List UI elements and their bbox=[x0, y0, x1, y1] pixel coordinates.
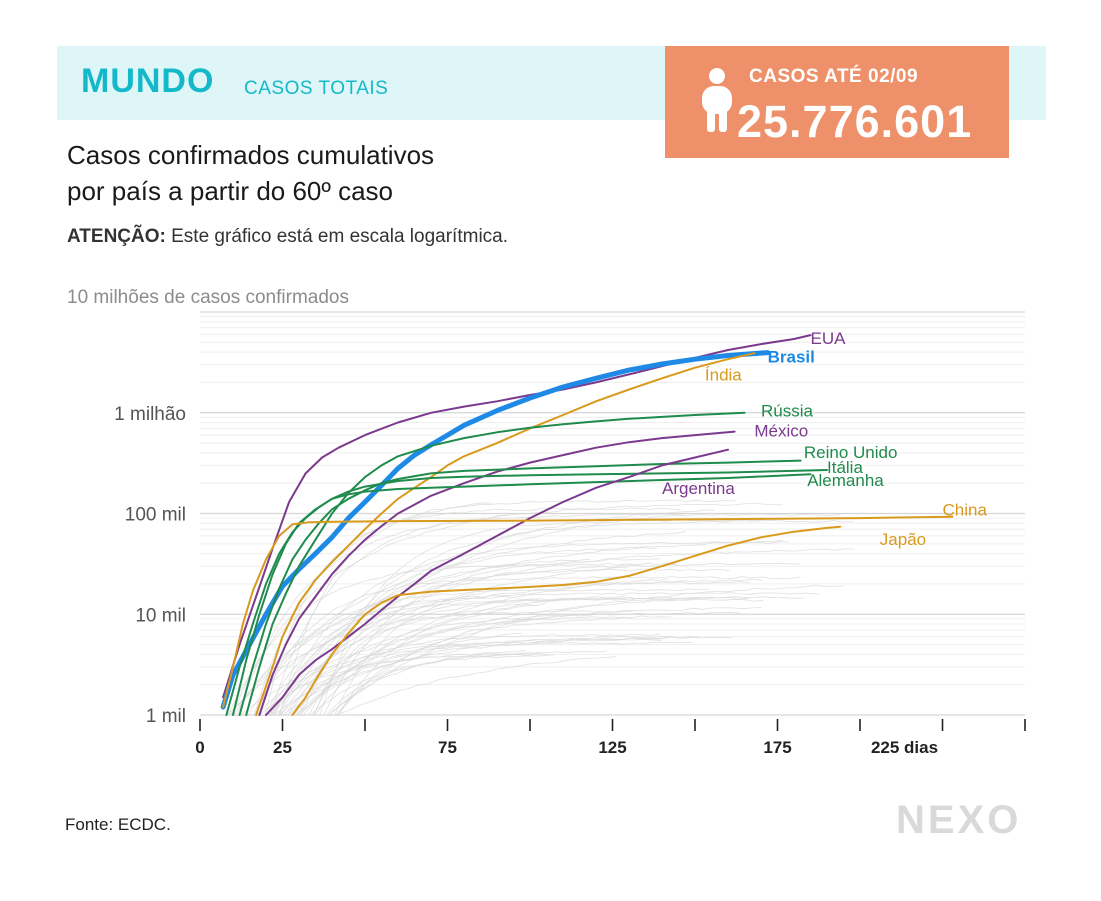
series-line-japão bbox=[291, 525, 842, 716]
cases-summary-box: CASOS ATÉ 02/09 25.776.601 bbox=[665, 46, 1009, 158]
background-country-line bbox=[237, 513, 842, 716]
background-country-line bbox=[273, 632, 522, 715]
background-country-line bbox=[309, 650, 608, 716]
series-label: Alemanha bbox=[807, 471, 884, 490]
grid-layer bbox=[200, 311, 1025, 716]
background-country-line bbox=[295, 635, 672, 716]
background-country-line bbox=[279, 548, 855, 715]
background-country-line bbox=[323, 558, 661, 715]
background-country-line bbox=[255, 576, 801, 716]
background-country-line bbox=[265, 562, 801, 716]
background-country-line bbox=[278, 598, 764, 715]
series-label: Japão bbox=[880, 530, 926, 549]
background-country-line bbox=[259, 653, 547, 716]
log-scale-warning: ATENÇÃO: Este gráfico está em escala log… bbox=[67, 226, 508, 248]
warning-text: Este gráfico está em escala logarítmica. bbox=[165, 226, 509, 247]
source-note: Fonte: ECDC. bbox=[65, 815, 171, 834]
background-country-line bbox=[272, 558, 590, 715]
background-country-line bbox=[335, 617, 633, 717]
nexo-logo: NEXO bbox=[896, 798, 1022, 842]
x-tick-label: 25 bbox=[273, 738, 292, 757]
background-country-line bbox=[274, 541, 790, 716]
background-country-line bbox=[269, 604, 538, 717]
chart-headline: Casos confirmados cumulativos por país a… bbox=[67, 137, 434, 209]
background-country-line bbox=[298, 520, 854, 715]
background-country-line bbox=[230, 530, 687, 715]
series-label: Reino Unido bbox=[804, 443, 898, 462]
series-label: México bbox=[754, 421, 808, 440]
background-country-line bbox=[269, 514, 508, 717]
header-title: MUNDO bbox=[81, 62, 215, 100]
warning-prefix: ATENÇÃO: bbox=[67, 226, 166, 247]
background-lines-layer bbox=[227, 499, 855, 717]
background-country-line bbox=[283, 612, 740, 716]
series-label: Índia bbox=[705, 365, 742, 384]
background-country-line bbox=[228, 539, 783, 715]
background-country-line bbox=[279, 499, 736, 715]
series-label: Brasil bbox=[768, 348, 815, 367]
series-label: EUA bbox=[811, 329, 847, 348]
x-tick-label: 0 bbox=[195, 738, 204, 757]
x-tick-label: 75 bbox=[438, 738, 457, 757]
background-country-line bbox=[293, 633, 661, 715]
y-tick-label: 10 mil bbox=[135, 605, 186, 626]
cases-label: CASOS ATÉ 02/09 bbox=[749, 66, 919, 87]
background-country-line bbox=[296, 636, 733, 715]
cases-value: 25.776.601 bbox=[737, 96, 973, 147]
series-line-china bbox=[222, 515, 954, 708]
series-line-reino-unido bbox=[238, 459, 802, 716]
background-country-line bbox=[336, 607, 763, 716]
x-tick-label: 125 bbox=[598, 738, 626, 757]
headline-line-1: Casos confirmados cumulativos bbox=[67, 140, 435, 170]
background-country-line bbox=[266, 641, 693, 716]
axis-layer: 1 mil 10 mil 100 mil 1 milhão 0 25 75 125 175 225… bbox=[114, 404, 1026, 757]
background-country-line bbox=[227, 502, 783, 715]
series-label: Rússia bbox=[761, 402, 814, 421]
person-icon bbox=[702, 68, 732, 132]
series-line-méxico bbox=[258, 430, 736, 716]
background-country-line bbox=[327, 650, 526, 717]
series-line-argentina bbox=[265, 448, 729, 716]
y-tick-label: 1 mil bbox=[146, 706, 186, 727]
x-tick-label: 175 bbox=[763, 738, 791, 757]
background-country-line bbox=[300, 546, 658, 715]
header-subtitle: CASOS TOTAIS bbox=[244, 78, 389, 99]
series-line-brasil bbox=[220, 350, 771, 710]
background-country-line bbox=[227, 578, 763, 715]
y-tick-label: 1 milhão bbox=[114, 404, 186, 425]
background-country-line bbox=[278, 509, 715, 715]
series-line-rússia bbox=[245, 411, 746, 716]
background-country-line bbox=[264, 592, 820, 715]
series-line-itália bbox=[225, 469, 828, 716]
background-country-line bbox=[280, 652, 539, 715]
background-country-line bbox=[253, 588, 710, 715]
background-country-line bbox=[264, 507, 681, 717]
x-tick-label: 225 dias bbox=[871, 738, 938, 757]
series-label: Argentina bbox=[662, 479, 735, 498]
y-axis-label: 10 milhões de casos confirmados bbox=[67, 287, 349, 308]
background-country-line bbox=[338, 656, 616, 715]
headline-line-2: por país a partir do 60º caso bbox=[67, 176, 394, 206]
background-country-line bbox=[319, 519, 766, 715]
series-label: China bbox=[943, 500, 988, 519]
series-line-eua bbox=[222, 334, 812, 699]
background-country-line bbox=[313, 568, 730, 715]
background-country-line bbox=[299, 602, 547, 716]
series-label: Itália bbox=[827, 458, 863, 477]
background-country-line bbox=[239, 615, 557, 716]
series-line-alemanha bbox=[232, 473, 812, 716]
y-tick-label: 100 mil bbox=[125, 505, 186, 526]
background-country-line bbox=[313, 596, 750, 715]
